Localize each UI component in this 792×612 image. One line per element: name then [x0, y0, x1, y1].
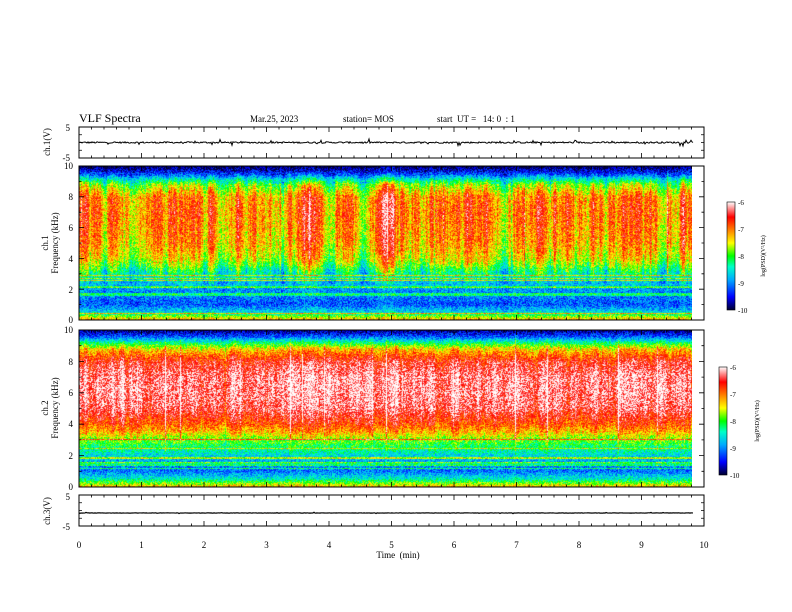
- ch1-colorbar-tick-m7: -7: [738, 226, 744, 234]
- ch1-ytick-10: 10: [64, 161, 74, 171]
- x-tick-label-5: 5: [389, 540, 394, 550]
- x-tick-label-2: 2: [202, 540, 207, 550]
- ch1-ylabel-frequency: Frequency (kHz): [50, 212, 60, 273]
- ch3-ytick-top: 5: [66, 492, 71, 502]
- x-tick-label-3: 3: [264, 540, 269, 550]
- ch1-voltage-ylabel: ch.1(V): [42, 128, 52, 156]
- x-tick-label-1: 1: [139, 540, 144, 550]
- ch1-colorbar-tick-m9: -9: [738, 280, 744, 288]
- x-axis-tick-labels: 0 1 2 3 4 5 6 7 8 9 10: [77, 540, 709, 550]
- ch1-ytick-6: 6: [69, 223, 74, 233]
- ch2-colorbar-tick-m6: -6: [730, 364, 736, 372]
- header-start-ut: start UT = 14: 0 : 1: [437, 114, 515, 124]
- ch3-voltage-trace: [78, 511, 694, 515]
- ch2-colorbar-tick-m9: -9: [730, 445, 736, 453]
- ch2-ytick-6: 6: [69, 388, 74, 398]
- ch1-ytick-4: 4: [69, 254, 74, 264]
- ch2-ytick-10: 10: [64, 325, 74, 335]
- figure-title: VLF Spectra: [79, 111, 141, 125]
- ch2-colorbar-tick-m7: -7: [730, 391, 736, 399]
- ch3-voltage-ylabel: ch.3(V): [42, 497, 52, 525]
- ch2-colorbar-label: log(PSD)(V²/Hz): [754, 400, 761, 441]
- header-station: station= MOS: [343, 114, 394, 124]
- x-axis-label: Time (min): [376, 550, 419, 560]
- ch2-ytick-8: 8: [69, 357, 74, 367]
- x-tick-label-10: 10: [700, 540, 710, 550]
- ch1-colorbar-tick-m6: -6: [738, 199, 744, 207]
- ch2-spectrogram-image: [79, 330, 692, 487]
- axis-ticks: [78, 126, 705, 527]
- ch2-colorbar-tick-m10: -10: [730, 472, 740, 480]
- ch1-spectrogram-panel: 10 8 6 4 2 0 ch.1 Frequency (kHz) -6 -7 …: [40, 161, 767, 325]
- ch2-colorbar: [718, 366, 728, 476]
- ch2-ytick-4: 4: [69, 419, 74, 429]
- tick-marks: [78, 126, 705, 527]
- ch1-voltage-trace: [78, 137, 694, 148]
- x-tick-label-4: 4: [327, 540, 332, 550]
- ch1-colorbar: [726, 201, 736, 311]
- ch1-colorbar-label: log(PSD)(V²/Hz): [760, 235, 767, 276]
- ch1-colorbar-tick-m8: -8: [738, 253, 744, 261]
- ch1-ytick-8: 8: [69, 192, 74, 202]
- ch1-ytick-2: 2: [69, 285, 74, 295]
- ch1-colorbar-tick-m10: -10: [738, 307, 748, 315]
- ch2-spectrogram-panel: 10 8 6 4 2 0 ch.2 Frequency (kHz) -6 -7 …: [40, 325, 761, 492]
- x-tick-label-9: 9: [639, 540, 644, 550]
- ch2-ytick-2: 2: [69, 451, 74, 461]
- x-tick-label-0: 0: [77, 540, 82, 550]
- x-tick-label-8: 8: [577, 540, 582, 550]
- x-tick-label-7: 7: [514, 540, 519, 550]
- ch1-ytick-top: 5: [66, 123, 71, 133]
- x-tick-label-6: 6: [452, 540, 457, 550]
- ch2-ylabel-channel: ch.2: [40, 400, 50, 415]
- ch1-ytick-bottom: -5: [63, 153, 71, 163]
- ch2-ylabel-frequency: Frequency (kHz): [50, 377, 60, 438]
- ch3-ytick-bottom: -5: [63, 522, 71, 532]
- ch2-ytick-0: 0: [69, 482, 74, 492]
- header-date: Mar.25, 2023: [250, 114, 299, 124]
- ch1-spectrogram-image: [79, 166, 692, 320]
- ch1-ylabel-channel: ch.1: [40, 235, 50, 250]
- ch2-colorbar-tick-m8: -8: [730, 418, 736, 426]
- ch1-ytick-0: 0: [69, 315, 74, 325]
